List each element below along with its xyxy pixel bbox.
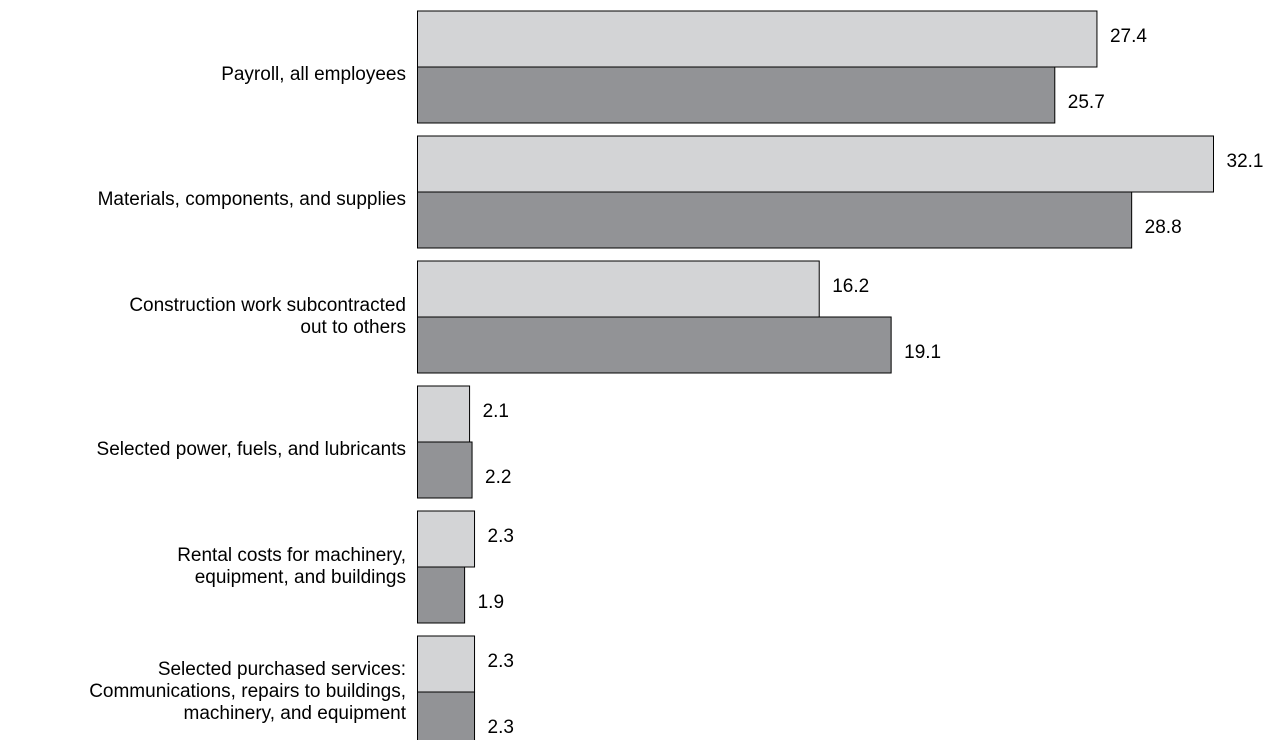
category-label-4: Selected power, fuels, and lubricants: [97, 439, 406, 460]
category-label-5: Rental costs for machinery, equipment, an…: [177, 545, 406, 588]
value-label-series2-item2: 28.8: [1145, 217, 1182, 238]
bar-series2-item4: [417, 441, 473, 499]
value-label-series2-item1: 25.7: [1068, 92, 1105, 113]
value-label-series1-item5: 2.3: [488, 526, 514, 547]
category-label-3: Construction work subcontracted out to ot…: [129, 295, 406, 338]
category-label-line: Construction work subcontracted: [129, 295, 406, 316]
bar-series1-item4: [417, 385, 471, 443]
value-label-series1-item4: 2.1: [483, 401, 509, 422]
category-label-line: Materials, components, and supplies: [98, 189, 406, 210]
category-label-line: Selected purchased services:: [158, 659, 406, 680]
value-label-series2-item6: 2.3: [488, 717, 514, 738]
bar-series1-item3: [417, 260, 820, 318]
category-label-line: Selected power, fuels, and lubricants: [97, 439, 406, 460]
category-label-line: equipment, and buildings: [195, 567, 406, 588]
value-label-series2-item4: 2.2: [485, 467, 511, 488]
bar-series2-item6: [417, 691, 476, 740]
value-label-series1-item6: 2.3: [488, 651, 514, 672]
bar-series1-item1: [417, 10, 1098, 68]
bar-series1-item6: [417, 635, 476, 693]
value-labels: 27.4 25.7 32.1 28.8 16.2 19.1 2.1 2.2 2.3 1.9 2.3 2…: [478, 26, 1264, 738]
bar-series1-item5: [417, 510, 476, 568]
category-label-line: Rental costs for machinery,: [177, 545, 406, 566]
category-labels: Payroll, all employees Materials, compone…: [89, 64, 407, 724]
bar-series2-item5: [417, 566, 466, 624]
category-label-1: Payroll, all employees: [221, 64, 406, 85]
category-label-6: Selected purchased services: Communicatio…: [89, 659, 407, 724]
category-label-line: Communications, repairs to buildings,: [89, 681, 406, 702]
bars-group: [417, 10, 1214, 740]
category-label-2: Materials, components, and supplies: [98, 189, 406, 210]
category-label-line: out to others: [300, 317, 406, 338]
category-label-line: machinery, and equipment: [184, 703, 407, 724]
category-label-line: Payroll, all employees: [221, 64, 406, 85]
bar-series2-item1: [417, 66, 1056, 124]
value-label-series2-item3: 19.1: [904, 342, 941, 363]
bar-series2-item3: [417, 316, 892, 374]
bar-series1-item2: [417, 135, 1214, 193]
value-label-series1-item1: 27.4: [1110, 26, 1147, 47]
bar-series2-item2: [417, 191, 1133, 249]
value-label-series1-item2: 32.1: [1227, 151, 1264, 172]
value-label-series2-item5: 1.9: [478, 592, 504, 613]
value-label-series1-item3: 16.2: [832, 276, 869, 297]
